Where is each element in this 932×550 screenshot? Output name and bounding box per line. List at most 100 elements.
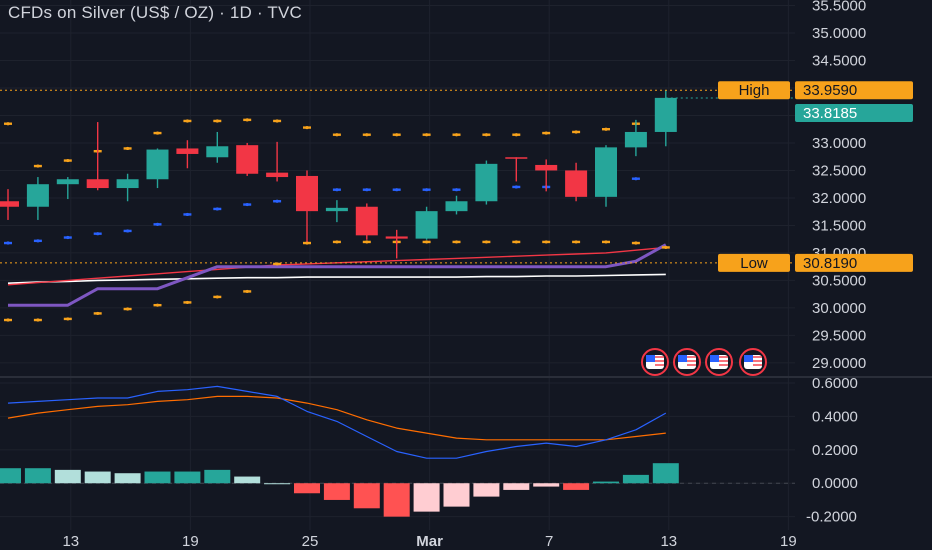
macd-histogram-bar bbox=[144, 471, 171, 484]
pivot-upper-marker-dot bbox=[484, 133, 488, 137]
candle-body-up bbox=[624, 131, 647, 148]
pivot-lower-marker-dot bbox=[66, 317, 70, 321]
price-axis-label: 29.0000 bbox=[812, 355, 866, 372]
macd-histogram-bar bbox=[563, 483, 590, 490]
macd-histogram-bar bbox=[323, 483, 350, 500]
pivot-lower-marker-dot bbox=[634, 241, 638, 245]
high-value-tag: 33.9590 bbox=[803, 82, 857, 99]
candle-body-down bbox=[0, 201, 19, 207]
pivot-mid-marker-dot bbox=[514, 185, 518, 189]
us-flag-icon-canton bbox=[710, 355, 719, 362]
candle-body-down bbox=[296, 175, 318, 212]
candle-body-down bbox=[86, 179, 109, 189]
pivot-lower-marker-dot bbox=[185, 300, 189, 305]
pivot-upper-marker-dot bbox=[365, 133, 369, 137]
macd-axis-label: 0.0000 bbox=[812, 475, 858, 492]
candle-body-down bbox=[505, 157, 528, 159]
pivot-mid-marker-dot bbox=[365, 188, 369, 192]
pivot-lower-marker-dot bbox=[6, 318, 10, 322]
candle-body-up bbox=[475, 163, 498, 202]
macd-histogram-bar bbox=[383, 483, 410, 517]
pivot-lower-marker-dot bbox=[305, 241, 309, 245]
low-value-tag-bg bbox=[795, 253, 913, 272]
current-price-tag: 33.8185 bbox=[803, 105, 857, 122]
macd-histogram-bar bbox=[114, 473, 141, 484]
candle-body-up bbox=[654, 97, 677, 132]
price-axis-label: 33.0000 bbox=[812, 135, 866, 152]
pivot-upper-marker-dot bbox=[275, 119, 279, 123]
candle-body-up bbox=[206, 146, 229, 158]
macd-histogram-bar bbox=[174, 471, 201, 484]
pivot-lower-marker-dot bbox=[36, 318, 40, 322]
candle-body-down bbox=[176, 148, 199, 154]
pivot-lower-marker-dot bbox=[664, 245, 668, 250]
macd-histogram-bar bbox=[443, 483, 470, 507]
pivot-blue-marker-dot bbox=[215, 207, 219, 211]
macd-histogram-bar bbox=[54, 469, 81, 484]
macd-histogram-bar bbox=[353, 483, 380, 509]
us-flag-icon-canton bbox=[744, 355, 753, 362]
pivot-upper-marker-dot bbox=[425, 133, 429, 137]
macd-histogram-bar bbox=[234, 476, 261, 484]
high-label-tag: High bbox=[739, 82, 770, 99]
pivot-upper-marker-dot bbox=[305, 125, 309, 130]
pivot-upper-marker-dot bbox=[66, 158, 70, 163]
pivot-lower-marker-dot bbox=[245, 289, 249, 294]
us-flag-icon-canton bbox=[678, 355, 687, 362]
low-value-tag: 30.8190 bbox=[803, 255, 857, 272]
x-tick-label: 13 bbox=[660, 533, 677, 550]
pivot-lower-marker-dot bbox=[484, 240, 488, 244]
price-axis-label: 34.5000 bbox=[812, 52, 866, 69]
pivot-blue-marker-dot bbox=[6, 241, 10, 245]
pivot-blue-marker-dot bbox=[185, 212, 189, 217]
candle-body-up bbox=[146, 149, 169, 180]
pivot-upper-marker-dot bbox=[544, 131, 548, 135]
low-label-tag-bg bbox=[718, 253, 790, 272]
price-axis-label: 30.5000 bbox=[812, 272, 866, 289]
pivot-upper-marker-dot bbox=[185, 119, 189, 123]
candle-body-down bbox=[385, 236, 408, 239]
macd-histogram-bar bbox=[0, 468, 21, 484]
pivot-lower-marker-dot bbox=[215, 295, 219, 299]
candle-body-up bbox=[415, 211, 438, 239]
macd-histogram-bar bbox=[652, 463, 679, 484]
pivot-blue-marker-dot bbox=[155, 222, 160, 226]
price-axis-label: 29.5000 bbox=[812, 327, 866, 344]
macd-axis-label: 0.4000 bbox=[812, 408, 858, 425]
macd-histogram-bar bbox=[204, 469, 231, 484]
pivot-blue-marker-dot bbox=[126, 229, 130, 233]
pivot-upper-marker-dot bbox=[395, 133, 399, 137]
white-ma-line bbox=[7, 273, 666, 284]
pivot-lower-marker-dot bbox=[335, 240, 339, 244]
pivot-lower-marker-dot bbox=[514, 240, 518, 244]
macd-histogram-bar bbox=[473, 483, 500, 497]
pivot-mid-marker-dot bbox=[634, 177, 638, 181]
candle-body-down bbox=[565, 170, 588, 197]
price-axis-label: 32.0000 bbox=[812, 190, 866, 207]
pivot-upper-marker-dot bbox=[245, 118, 249, 122]
price-axis-label: 32.5000 bbox=[812, 162, 866, 179]
macd-histogram-bar bbox=[533, 483, 560, 487]
macd-histogram-bar bbox=[593, 481, 619, 484]
price-axis-label: 35.5000 bbox=[812, 0, 866, 14]
macd-histogram-bar bbox=[264, 483, 291, 485]
pivot-blue-marker-dot bbox=[66, 235, 70, 240]
macd-signal-line bbox=[7, 395, 666, 441]
macd-axis-label: 0.6000 bbox=[812, 375, 858, 392]
x-tick-label: Mar bbox=[416, 533, 443, 550]
purple-trail-line bbox=[8, 243, 667, 307]
pivot-upper-marker-dot bbox=[454, 133, 459, 137]
pivot-lower-marker-dot bbox=[425, 240, 429, 244]
macd-histogram-bar bbox=[294, 483, 320, 494]
pivot-upper-marker-dot bbox=[6, 122, 10, 126]
pivot-mid-marker-dot bbox=[395, 188, 399, 192]
pivot-lower-marker-dot bbox=[96, 311, 100, 316]
macd-histogram-bar bbox=[24, 468, 51, 484]
pivot-blue-marker-dot bbox=[96, 232, 100, 236]
pivot-upper-marker-dot bbox=[126, 146, 130, 151]
candle-body-up bbox=[116, 179, 139, 189]
price-axis-label: 35.0000 bbox=[812, 25, 866, 42]
macd-axis-label: 0.2000 bbox=[812, 442, 858, 459]
